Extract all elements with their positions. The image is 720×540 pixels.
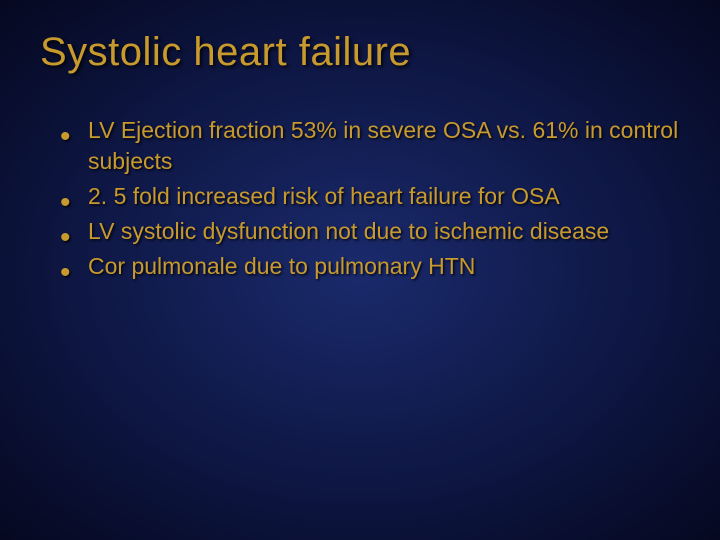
- list-item: • LV systolic dysfunction not due to isc…: [60, 216, 680, 247]
- slide-title: Systolic heart failure: [40, 30, 680, 75]
- bullet-text: 2. 5 fold increased risk of heart failur…: [88, 183, 560, 209]
- slide-container: Systolic heart failure • LV Ejection fra…: [0, 0, 720, 540]
- bullet-text: LV Ejection fraction 53% in severe OSA v…: [88, 117, 678, 174]
- list-item: • Cor pulmonale due to pulmonary HTN: [60, 251, 680, 282]
- bullet-text: LV systolic dysfunction not due to ische…: [88, 218, 609, 244]
- bullet-text: Cor pulmonale due to pulmonary HTN: [88, 253, 475, 279]
- bullet-icon: •: [60, 253, 71, 294]
- bullet-icon: •: [60, 117, 71, 158]
- bullet-list: • LV Ejection fraction 53% in severe OSA…: [40, 115, 680, 282]
- list-item: • 2. 5 fold increased risk of heart fail…: [60, 181, 680, 212]
- list-item: • LV Ejection fraction 53% in severe OSA…: [60, 115, 680, 177]
